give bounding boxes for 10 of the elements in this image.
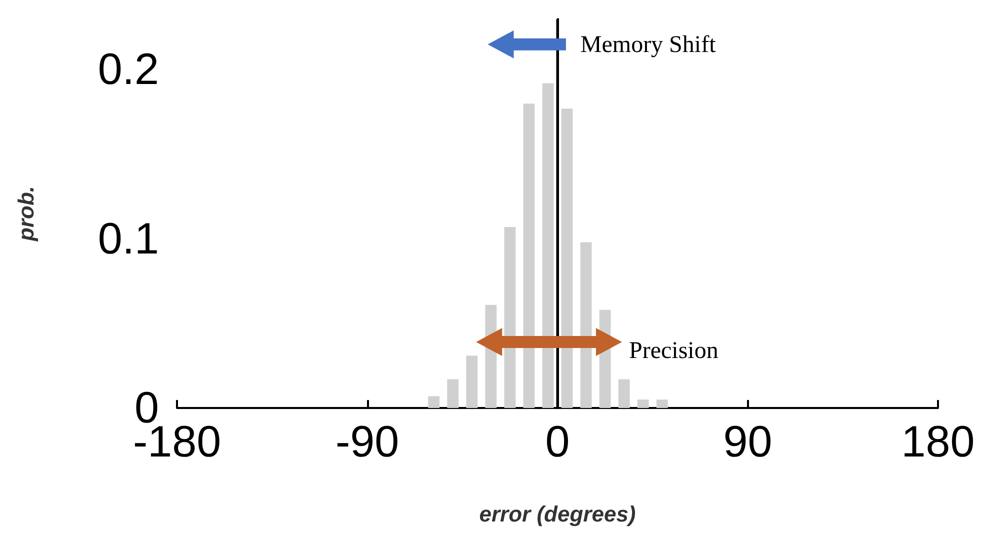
- y-tick-label: 0.2: [98, 45, 159, 94]
- y-tick-label: 0.1: [98, 214, 159, 264]
- x-tick-label: -90: [335, 418, 400, 466]
- x-tick-label: 90: [723, 418, 772, 466]
- x-tick-label: 0: [545, 418, 570, 466]
- annotation: Precision: [629, 338, 718, 365]
- x-axis-title: error (degrees): [479, 502, 636, 526]
- annotation: Memory Shift: [580, 32, 716, 59]
- y-axis-title: prob.: [14, 186, 38, 242]
- x-tick-label: 180: [901, 418, 975, 466]
